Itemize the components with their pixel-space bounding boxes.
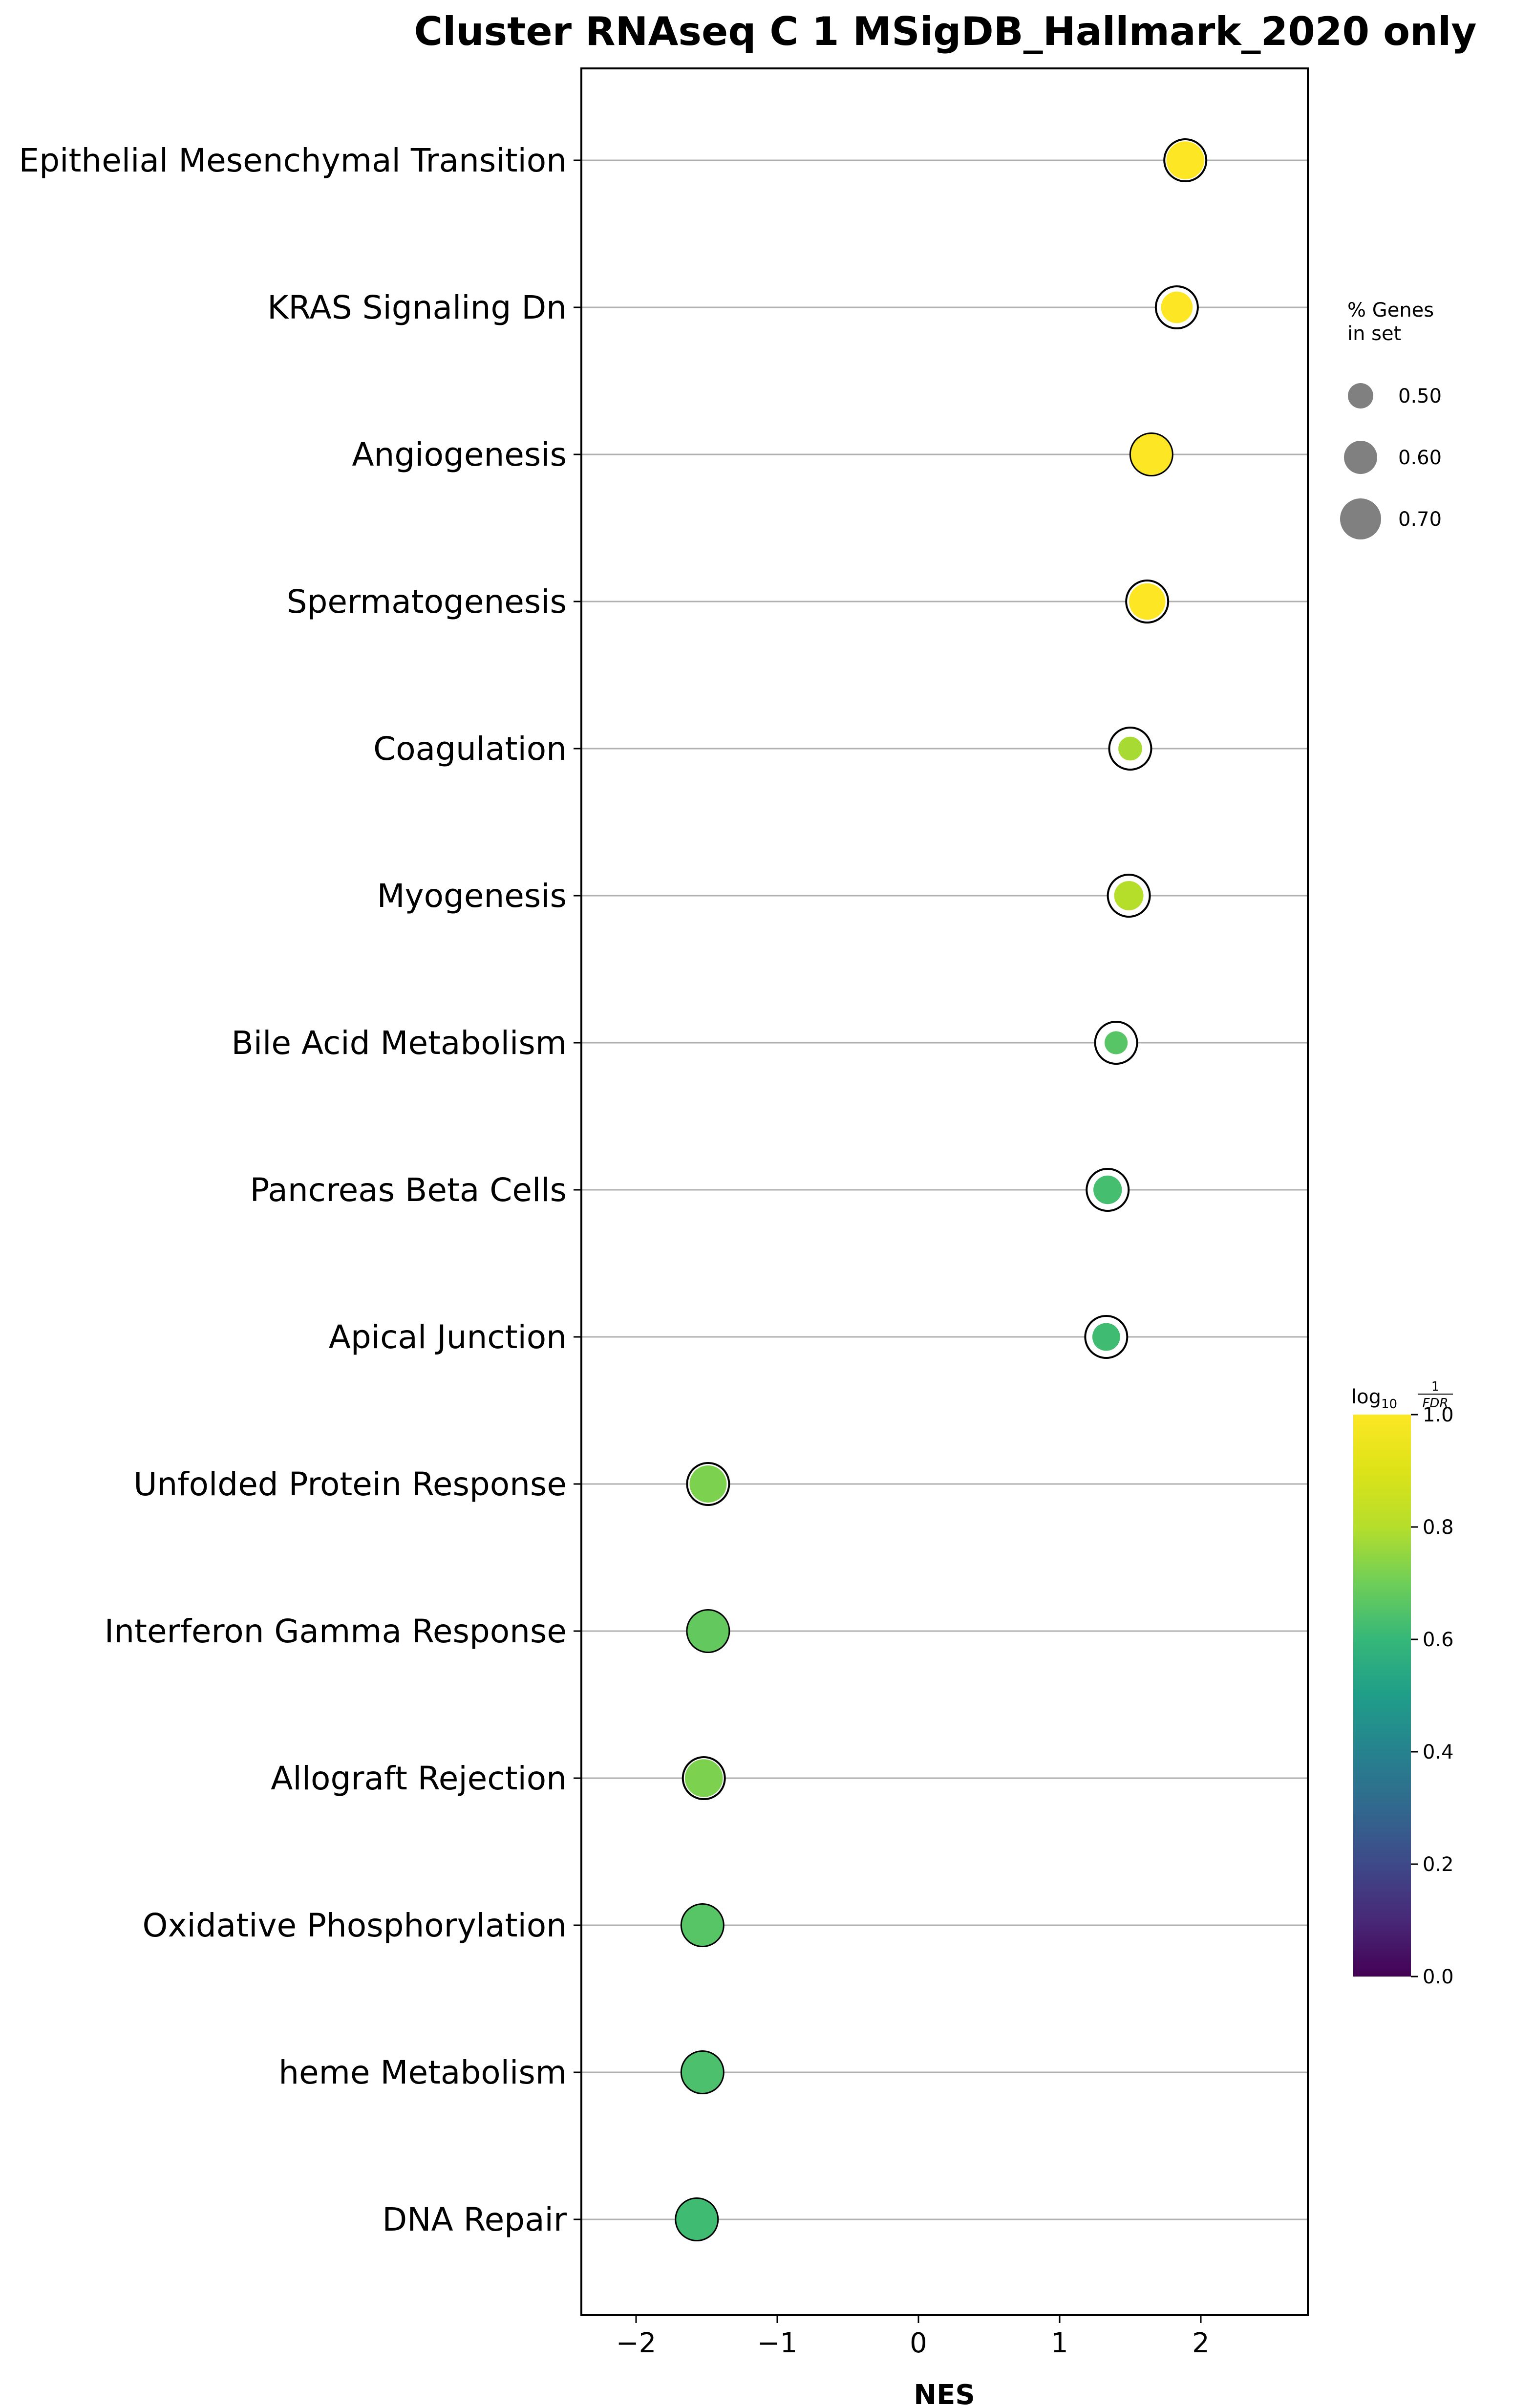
data-point <box>676 2199 718 2240</box>
y-tick-label: Coagulation <box>373 730 567 768</box>
data-point <box>1161 291 1193 323</box>
colorbar: log10 1 FDR 0.0 0.2 0.4 0.6 0.8 1.0 <box>1351 1379 1454 1988</box>
size-legend-title-line2: in set <box>1347 322 1401 345</box>
x-tick-label: 1 <box>1051 2327 1068 2359</box>
colorbar-tick-label: 0.4 <box>1423 1741 1454 1763</box>
y-tick-label: KRAS Signaling Dn <box>267 289 567 326</box>
data-points <box>675 138 1208 2241</box>
y-tick-label: Allograft Rejection <box>271 1760 567 1797</box>
y-tick-label: DNA Repair <box>382 2201 567 2238</box>
colorbar-tick-label: 0.0 <box>1423 1966 1454 1988</box>
size-legend: % Genes in set 0.50 0.60 0.70 <box>1340 299 1442 539</box>
chart-title: Cluster RNAseq C 1 MSigDB_Hallmark_2020 … <box>414 9 1476 54</box>
x-tick-label: 2 <box>1192 2327 1210 2359</box>
data-point <box>1092 1323 1120 1351</box>
size-legend-marker <box>1340 498 1381 539</box>
y-tick-label: Spermatogenesis <box>287 583 567 621</box>
colorbar-gradient <box>1353 1415 1411 1977</box>
colorbar-title-numerator: 1 <box>1431 1379 1440 1394</box>
colorbar-tick-label: 0.8 <box>1423 1516 1454 1539</box>
size-legend-label: 0.70 <box>1398 508 1442 531</box>
y-tick-label: Myogenesis <box>377 877 567 915</box>
size-legend-label: 0.60 <box>1398 447 1442 469</box>
data-point <box>1130 434 1172 475</box>
x-axis-label: NES <box>914 2379 975 2408</box>
data-point <box>684 1759 723 1797</box>
data-point <box>689 1465 727 1503</box>
x-tick-label: −2 <box>616 2327 657 2359</box>
y-tick-label: Oxidative Phosphorylation <box>143 1907 567 1944</box>
y-tick-label: Epithelial Mesenchymal Transition <box>19 142 567 179</box>
data-point <box>1093 1175 1122 1204</box>
data-point <box>1118 736 1142 761</box>
data-point <box>1105 1031 1128 1054</box>
data-point <box>1129 583 1166 620</box>
colorbar-tick-label: 0.2 <box>1423 1853 1454 1876</box>
size-legend-marker <box>1344 441 1377 474</box>
size-legend-label: 0.50 <box>1398 385 1442 408</box>
plot-frame <box>580 67 1309 2316</box>
size-legend-marker <box>1348 383 1373 408</box>
colorbar-tick-label: 1.0 <box>1423 1404 1454 1426</box>
data-point <box>1114 881 1144 910</box>
y-axis: Epithelial Mesenchymal Transition KRAS Si… <box>19 142 581 2238</box>
x-axis: −2 −1 0 1 2 <box>616 2315 1210 2359</box>
y-tick-label: Pancreas Beta Cells <box>250 1171 567 1209</box>
y-tick-label: heme Metabolism <box>278 2054 567 2091</box>
y-tick-label: Bile Acid Metabolism <box>231 1024 567 1062</box>
colorbar-title-log: log <box>1351 1386 1381 1408</box>
colorbar-title: log10 <box>1351 1386 1397 1412</box>
data-point <box>1166 141 1205 179</box>
colorbar-tick-label: 0.6 <box>1423 1629 1454 1651</box>
data-point <box>682 1905 723 1946</box>
colorbar-title-denominator: FDR <box>1422 1396 1448 1411</box>
size-legend-title-line1: % Genes <box>1347 299 1434 322</box>
x-tick-label: 0 <box>910 2327 927 2359</box>
x-tick-label: −1 <box>757 2327 798 2359</box>
y-tick-label: Apical Junction <box>329 1318 567 1356</box>
colorbar-title-sub: 10 <box>1381 1397 1397 1412</box>
y-tick-label: Interferon Gamma Response <box>105 1612 567 1650</box>
data-point <box>687 1611 729 1652</box>
data-point <box>682 2052 723 2093</box>
y-tick-label: Unfolded Protein Response <box>133 1465 567 1503</box>
y-tick-label: Angiogenesis <box>352 436 567 473</box>
